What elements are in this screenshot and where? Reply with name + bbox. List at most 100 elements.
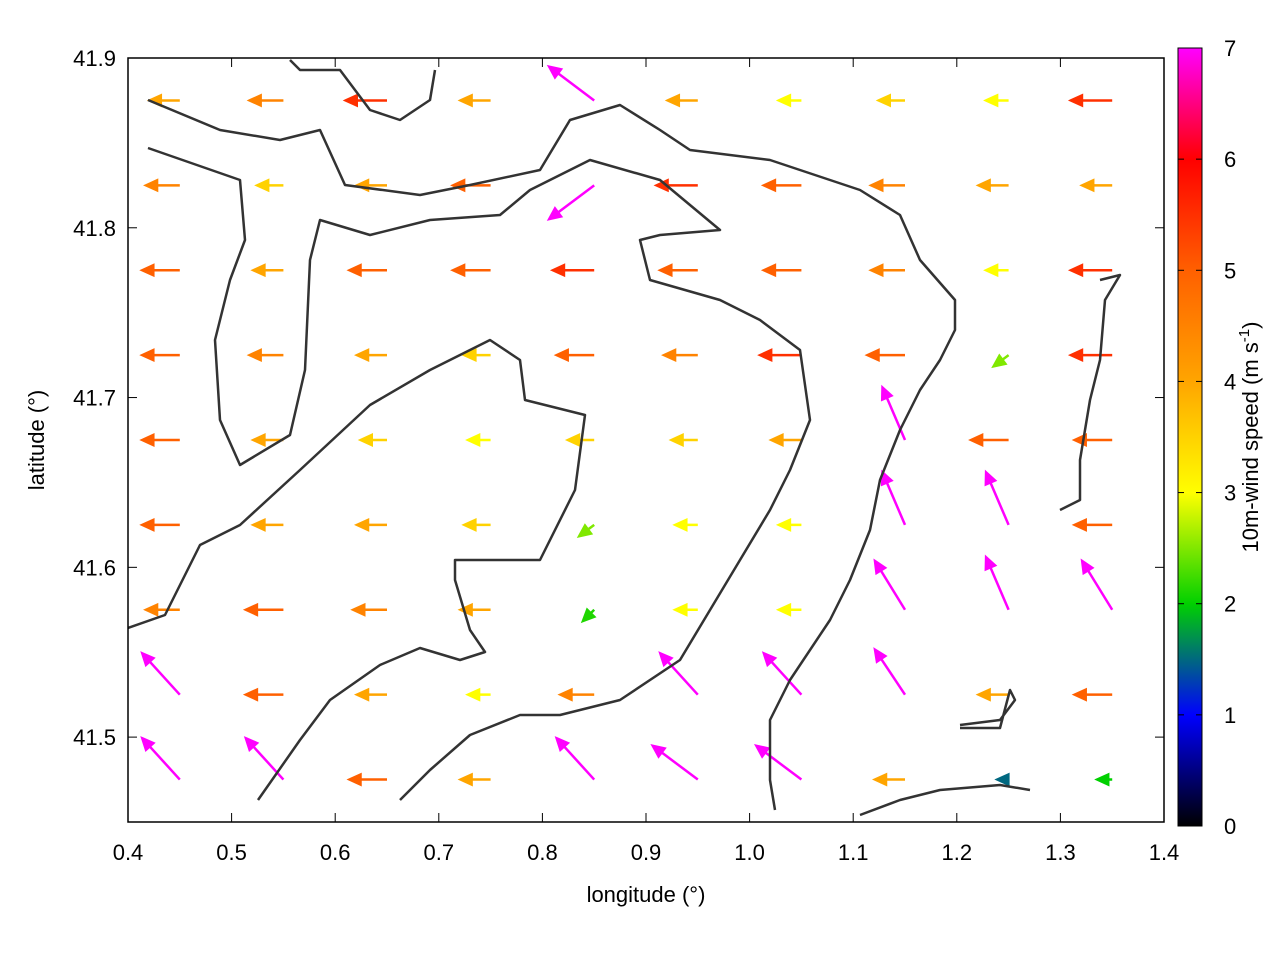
wind-vector xyxy=(871,772,905,787)
y-tick-label: 41.8 xyxy=(73,216,116,241)
wind-vector xyxy=(139,263,180,278)
colorbar-label-end: ) xyxy=(1238,322,1263,329)
colorbar-tick-label: 7 xyxy=(1224,36,1236,61)
coastlines xyxy=(128,59,1122,817)
wind-vector xyxy=(140,736,181,781)
colorbar-segment xyxy=(1178,603,1202,716)
wind-vector xyxy=(1080,558,1114,611)
wind-vector xyxy=(994,772,1010,787)
wind-vector xyxy=(549,263,595,278)
y-axis-label: latitude (°) xyxy=(24,390,49,491)
wind-vector xyxy=(242,602,284,617)
wind-vector xyxy=(775,517,802,532)
colorbar-label-sup: -1 xyxy=(1236,329,1253,342)
wind-vector xyxy=(1079,178,1113,193)
wind-vector xyxy=(143,602,180,617)
x-tick-label: 1.1 xyxy=(838,840,869,865)
x-tick-label: 0.8 xyxy=(527,840,558,865)
wind-vector xyxy=(1067,348,1113,363)
wind-vector xyxy=(1094,772,1113,787)
x-tick-label: 0.7 xyxy=(424,840,455,865)
x-axis-label: longitude (°) xyxy=(587,882,706,907)
wind-vector xyxy=(143,178,180,193)
wind-vector xyxy=(353,348,387,363)
coastline xyxy=(1059,273,1122,512)
wind-vector xyxy=(576,523,595,538)
colorbar-tick-label: 5 xyxy=(1224,258,1236,283)
wind-vector xyxy=(1071,687,1113,702)
wind-vector xyxy=(353,517,387,532)
coastline xyxy=(128,338,587,801)
wind-vector xyxy=(554,736,596,781)
wind-vector xyxy=(868,178,905,193)
wind-vector xyxy=(139,517,180,532)
wind-vector xyxy=(465,687,491,702)
x-tick-label: 1.3 xyxy=(1045,840,1076,865)
wind-vector xyxy=(753,743,803,781)
wind-vector xyxy=(140,651,181,696)
wind-vector xyxy=(357,433,387,447)
coastline xyxy=(147,146,812,801)
colorbar-tick-label: 1 xyxy=(1224,703,1236,728)
x-tick-label: 0.5 xyxy=(216,840,247,865)
wind-vector xyxy=(1067,263,1113,278)
y-tick-label: 41.9 xyxy=(73,46,116,71)
colorbar-segment xyxy=(1178,492,1202,605)
coastline xyxy=(959,688,1017,730)
y-tick-label: 41.7 xyxy=(73,386,116,411)
wind-vector xyxy=(873,558,907,611)
wind-vector xyxy=(658,651,699,696)
wind-vector xyxy=(983,263,1009,278)
wind-vector xyxy=(864,348,905,363)
wind-vector xyxy=(873,647,907,696)
wind-vector xyxy=(457,93,491,108)
colorbar-tick-label: 4 xyxy=(1224,369,1236,394)
x-tick-label: 1.2 xyxy=(942,840,973,865)
wind-vector xyxy=(672,517,698,532)
wind-vector xyxy=(880,469,907,526)
wind-vector xyxy=(346,263,387,278)
colorbar-segment xyxy=(1178,159,1202,271)
wind-vector xyxy=(668,433,698,447)
coastline xyxy=(289,59,437,122)
wind-vector xyxy=(1067,93,1113,108)
wind-vector xyxy=(991,353,1010,369)
wind-vector xyxy=(250,263,284,278)
wind-vector xyxy=(250,517,284,532)
colorbar-segment xyxy=(1178,381,1202,494)
wind-vector xyxy=(557,687,595,702)
wind-vector xyxy=(243,736,285,781)
wind-vector xyxy=(580,607,597,624)
wind-vector xyxy=(875,93,905,108)
colorbar-tick-label: 0 xyxy=(1224,814,1236,839)
wind-vector xyxy=(457,602,491,617)
wind-vector xyxy=(775,93,802,108)
x-tick-label: 1.0 xyxy=(734,840,765,865)
colorbar-frame xyxy=(1177,47,1203,827)
wind-vector xyxy=(346,772,387,787)
wind-vector xyxy=(664,93,698,108)
wind-vector xyxy=(461,517,491,532)
wind-vector xyxy=(139,348,180,363)
colorbar-segment xyxy=(1178,48,1202,160)
wind-vector xyxy=(546,64,595,102)
vector-field xyxy=(139,64,1114,787)
wind-vector xyxy=(242,687,284,702)
wind-vector xyxy=(775,602,802,617)
wind-vector xyxy=(760,263,802,278)
y-tick-label: 41.5 xyxy=(73,725,116,750)
coastline xyxy=(859,783,1031,817)
x-tick-label: 0.4 xyxy=(113,840,144,865)
x-tick-label: 0.9 xyxy=(631,840,662,865)
x-tick-label: 1.4 xyxy=(1149,840,1180,865)
wind-vector xyxy=(650,743,699,781)
wind-vector xyxy=(246,93,284,108)
wind-vector xyxy=(672,602,698,617)
colorbar-tick-label: 2 xyxy=(1224,592,1236,617)
colorbar-label-text: 10m-wind speed (m s xyxy=(1238,342,1263,552)
wind-vector xyxy=(350,602,387,617)
wind-vector xyxy=(984,554,1010,611)
wind-vector xyxy=(661,348,698,363)
wind-vector xyxy=(465,433,491,447)
